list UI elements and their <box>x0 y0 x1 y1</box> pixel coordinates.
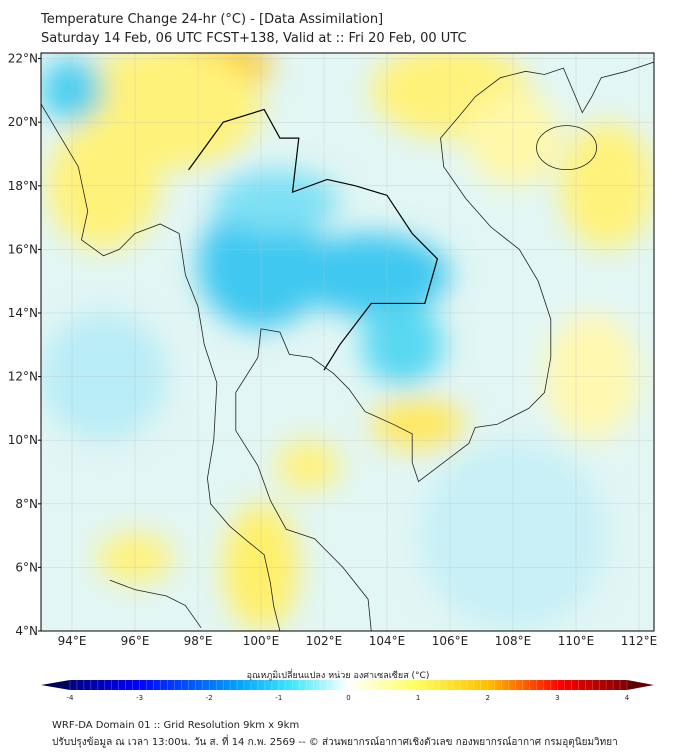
coastline <box>109 579 202 629</box>
lon-label: 96°E <box>121 634 150 648</box>
colorbar-min-arrow <box>41 680 70 690</box>
temperature-anomaly-region <box>276 440 340 492</box>
lon-label: 102°E <box>306 634 343 648</box>
colorbar-tick-label: 3 <box>555 694 559 700</box>
colorbar-tick-label: -2 <box>206 694 213 700</box>
temperature-change-map: 4°N 6°N 8°N 10°N 12°N 14°N 16°N 18°N 20°N 22°N 94°… <box>8 52 658 700</box>
coastline <box>235 61 654 631</box>
temperature-field <box>41 53 654 631</box>
colorbar-max-arrow <box>627 680 654 690</box>
temperature-anomaly-region <box>361 303 444 387</box>
temperature-anomaly-region <box>292 233 450 317</box>
thailand-border <box>188 108 439 371</box>
lat-label: 6°N <box>15 560 38 574</box>
colorbar-tick-label: -3 <box>136 694 143 700</box>
hainan-island-outline <box>536 125 597 171</box>
lon-label: 98°E <box>184 634 213 648</box>
map-frame <box>40 52 655 632</box>
colorbar-tick-label: 0 <box>346 694 350 700</box>
lon-label: 108°E <box>495 634 532 648</box>
lat-label: 10°N <box>8 433 38 447</box>
footer-model-info: WRF-DA Domain 01 :: Grid Resolution 9km … <box>52 720 300 731</box>
colorbar-label: อุณหภูมิเปลี่ยนแปลง หน่วย องศาเซลเซียส (… <box>246 671 430 681</box>
lon-label: 106°E <box>432 634 469 648</box>
lat-label: 16°N <box>8 242 38 256</box>
lat-label: 22°N <box>8 52 38 66</box>
lat-label: 18°N <box>8 179 38 193</box>
lon-label: 100°E <box>243 634 280 648</box>
colorbar-tick-label: -1 <box>275 694 282 700</box>
lat-label: 12°N <box>8 370 38 384</box>
coastline <box>41 103 281 631</box>
temperature-anomaly-region <box>213 169 340 234</box>
map-title: Temperature Change 24-hr (°C) - [Data As… <box>41 12 384 27</box>
lat-label: 20°N <box>8 115 38 129</box>
lat-label: 14°N <box>8 306 38 320</box>
lon-label: 112°E <box>621 634 658 648</box>
lon-label: 94°E <box>58 634 87 648</box>
map-subtitle: Saturday 14 Feb, 06 UTC FCST+138, Valid … <box>41 31 467 46</box>
colorbar-tick-label: 2 <box>486 694 490 700</box>
colorbar-tick-label: -4 <box>67 694 75 700</box>
lat-label: 4°N <box>15 624 38 638</box>
footer-credit: ปรับปรุงข้อมูล ณ เวลา 13:00น. วัน ส. ที่… <box>52 737 618 748</box>
lon-label: 110°E <box>558 634 595 648</box>
lon-label: 104°E <box>369 634 406 648</box>
colorbar-tick-label: 4 <box>625 694 630 700</box>
colorbar-tick-label: 1 <box>416 694 420 700</box>
temperature-anomaly-region <box>371 398 466 450</box>
colorbar: -4 -3 -2 -1 0 1 2 3 4 <box>41 680 654 700</box>
lat-label: 8°N <box>15 497 38 511</box>
